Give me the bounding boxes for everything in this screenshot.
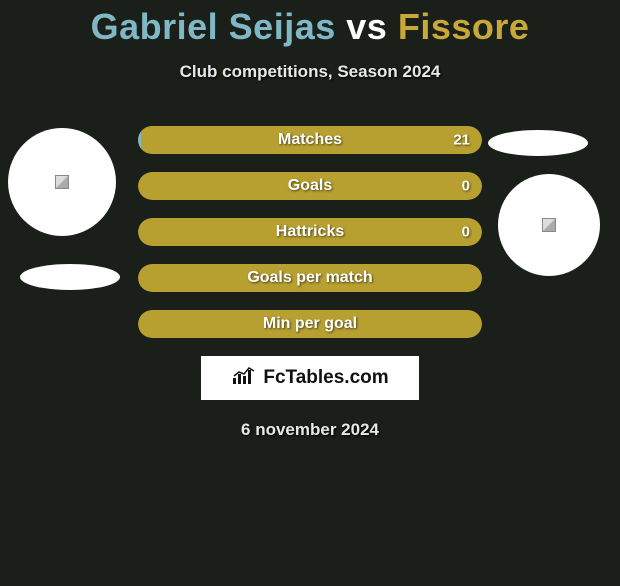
stat-bar: Matches 21	[138, 126, 482, 154]
watermark-text: FcTables.com	[263, 367, 388, 389]
stat-bar: Hattricks 0	[138, 218, 482, 246]
stats-content: Matches 21 Goals 0 Hattricks 0 Goals per match…	[0, 126, 620, 440]
stat-value-right: 21	[453, 132, 470, 149]
comparison-title: Gabriel Seijas vs Fissore	[0, 6, 620, 48]
stat-bar: Min per goal	[138, 310, 482, 338]
subtitle: Club competitions, Season 2024	[0, 62, 620, 82]
stat-label: Goals per match	[247, 269, 372, 287]
watermark: FcTables.com	[201, 356, 419, 400]
stat-value-right: 0	[462, 178, 470, 195]
stat-value-right: 0	[462, 224, 470, 241]
stat-label: Min per goal	[263, 315, 357, 333]
stat-label: Hattricks	[276, 223, 344, 241]
snapshot-date: 6 november 2024	[0, 420, 620, 440]
stat-bars-container: Matches 21 Goals 0 Hattricks 0 Goals per match…	[138, 126, 482, 338]
chart-icon	[231, 366, 257, 391]
player2-name: Fissore	[398, 6, 530, 47]
player1-name: Gabriel Seijas	[91, 6, 336, 47]
stat-label: Goals	[288, 177, 332, 195]
stat-bar: Goals 0	[138, 172, 482, 200]
stat-bar: Goals per match	[138, 264, 482, 292]
stat-label: Matches	[278, 131, 342, 149]
vs-text: vs	[346, 6, 387, 47]
